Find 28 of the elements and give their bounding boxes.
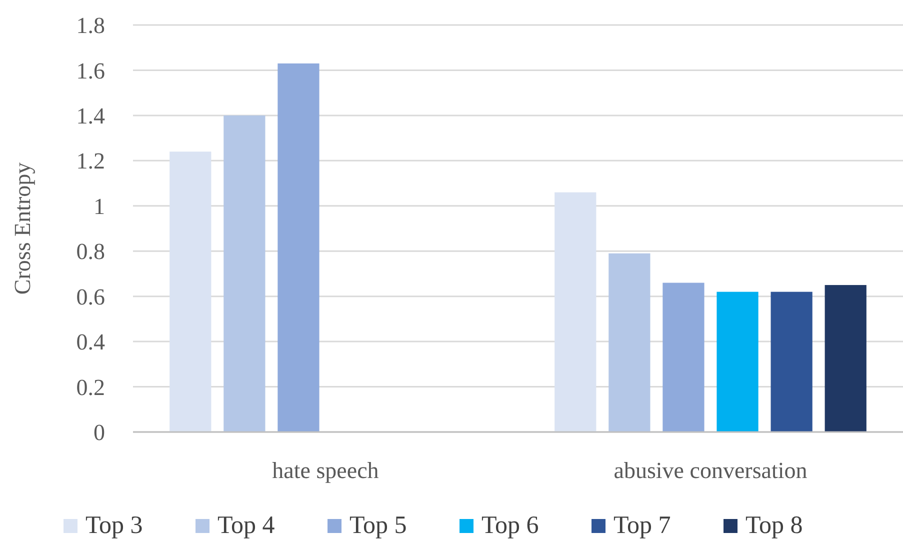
y-tick-label: 1.4 xyxy=(76,103,106,128)
y-tick-label: 0.6 xyxy=(76,284,105,310)
bar xyxy=(662,282,704,432)
y-tick-label: 1.6 xyxy=(76,58,105,84)
bar xyxy=(608,253,650,432)
legend-label: Top 3 xyxy=(86,512,143,539)
y-tick-label: 1 xyxy=(94,194,105,219)
y-tick-label: 0 xyxy=(94,420,105,446)
bar xyxy=(554,192,596,432)
bar xyxy=(224,115,266,432)
legend-label: Top 7 xyxy=(614,512,671,539)
legend-label: Top 6 xyxy=(482,512,539,539)
bar xyxy=(170,152,212,432)
bar xyxy=(278,63,320,432)
y-tick-label: 0.4 xyxy=(76,330,106,355)
bar xyxy=(770,292,812,432)
y-axis-title: Cross Entropy xyxy=(10,162,35,295)
bar xyxy=(824,285,866,432)
legend-label: Top 5 xyxy=(350,512,407,539)
x-tick-label: abusive conversation xyxy=(614,458,808,483)
bar xyxy=(716,292,758,432)
y-tick-label: 1.2 xyxy=(76,148,105,174)
legend-label: Top 4 xyxy=(218,512,276,539)
legend-label: Top 8 xyxy=(746,512,803,539)
y-tick-label: 0.2 xyxy=(76,374,105,400)
y-tick-label: 0.8 xyxy=(76,239,105,264)
y-tick-label: 1.8 xyxy=(76,13,105,38)
x-tick-label: hate speech xyxy=(272,458,380,483)
